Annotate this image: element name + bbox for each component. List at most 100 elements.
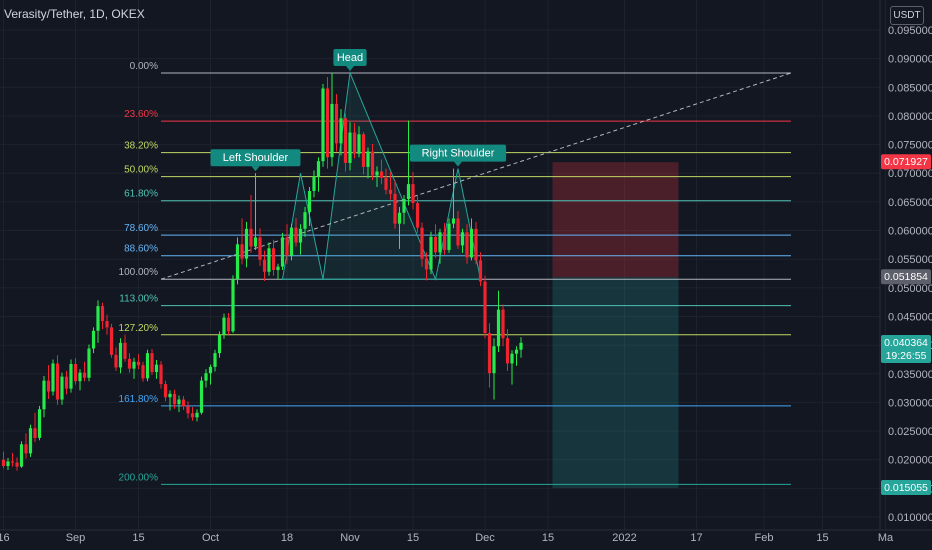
- price-tick-label: 0.020000: [888, 455, 932, 467]
- stop-zone: [552, 162, 679, 278]
- candle-body: [456, 218, 460, 246]
- candle-body: [303, 212, 307, 229]
- candle-body: [24, 444, 28, 454]
- candle-body: [28, 428, 33, 454]
- symbol-title[interactable]: Verasity/Tether, 1D, OKEX: [4, 7, 145, 21]
- fib-level-label: 61.80%: [124, 189, 158, 200]
- candle-body: [181, 399, 186, 407]
- price-tick-label: 0.025000: [888, 426, 932, 438]
- candle-body: [42, 380, 46, 410]
- candle-body: [190, 413, 195, 418]
- candle-body: [195, 412, 199, 418]
- target-zone: [552, 277, 679, 489]
- candle-body: [483, 281, 487, 334]
- fib-level-label: 38.20%: [124, 141, 158, 152]
- candle-body: [82, 372, 87, 378]
- candle-body: [438, 232, 442, 253]
- candle-body: [73, 364, 78, 382]
- time-tick-label: 18: [281, 532, 293, 544]
- price-tick-label: 0.070000: [888, 168, 932, 180]
- price-tick-label: 0.090000: [888, 54, 932, 66]
- time-tick-label: 17: [690, 532, 702, 544]
- candle-body: [397, 212, 402, 224]
- candle-body: [109, 327, 114, 355]
- pattern-label-box: [210, 149, 301, 167]
- candle-body: [460, 232, 465, 246]
- candle-body: [402, 199, 406, 213]
- fib-level-label: 200.00%: [119, 472, 159, 483]
- trend-line[interactable]: [160, 72, 792, 280]
- fib-level-label: 88.60%: [124, 244, 158, 255]
- time-tick-label: 2022: [612, 532, 636, 544]
- candle-body: [168, 393, 172, 398]
- currency-button[interactable]: USDT: [890, 6, 924, 25]
- candle-body: [150, 353, 154, 373]
- price-tick-label: 0.050000: [888, 283, 932, 295]
- candle-body: [258, 237, 262, 260]
- candle-body: [235, 244, 240, 280]
- price-tick-label: 0.060000: [888, 226, 932, 238]
- candle-body: [249, 228, 253, 247]
- price-label-text: 0.051854: [884, 271, 928, 283]
- candle-body: [262, 259, 267, 272]
- candle-body: [415, 203, 420, 228]
- price-tick-label: 0.065000: [888, 197, 932, 209]
- candle-body: [186, 406, 190, 414]
- candle-body: [321, 88, 325, 162]
- candle-body: [240, 244, 244, 259]
- candle-body: [487, 333, 492, 374]
- candle-body: [375, 171, 379, 176]
- candle-body: [420, 227, 424, 259]
- pattern-label-pointer: [454, 161, 462, 167]
- time-axis[interactable]: 16 Sep 15 Oct 18 Nov 15 Dec 15 2022 17 Feb 15 Ma: [0, 529, 932, 544]
- candle-body: [298, 228, 303, 243]
- candle-body: [442, 232, 447, 251]
- candle-body: [496, 309, 501, 347]
- trend-line-dashed: [160, 72, 792, 280]
- pattern-label-pointer: [346, 65, 354, 71]
- candle-body: [339, 118, 343, 144]
- candle-body: [348, 132, 352, 163]
- candle-body: [447, 223, 451, 251]
- candle-body: [280, 237, 285, 267]
- candle-body: [37, 409, 42, 438]
- price-label-text: 0.040364: [884, 337, 928, 349]
- candle-body: [1, 459, 6, 467]
- fib-level-label: 50.00%: [124, 165, 158, 176]
- time-tick-label: Oct: [202, 532, 219, 544]
- pattern-label-text: Right Shoulder: [422, 148, 495, 160]
- candle-body: [10, 461, 15, 463]
- candle-body: [465, 232, 469, 258]
- candle-body: [343, 118, 348, 163]
- pattern-label-text: Left Shoulder: [223, 152, 289, 164]
- candle-body: [231, 279, 235, 332]
- price-label-text: 0.071927: [884, 156, 928, 168]
- time-tick-label: Ma: [878, 532, 894, 544]
- candle-body: [519, 342, 523, 350]
- fib-level-label: 23.60%: [124, 109, 158, 120]
- candle-body: [276, 266, 280, 271]
- candle-body: [253, 237, 258, 247]
- fib-level-label: 161.80%: [119, 394, 159, 405]
- candle-body: [60, 376, 64, 400]
- candle-body: [474, 228, 478, 261]
- candle-body: [208, 366, 213, 374]
- fib-level-label: 78.60%: [124, 223, 158, 234]
- candle-body: [87, 348, 91, 378]
- pattern-label-pointer: [251, 166, 260, 172]
- fib-level-label: 127.20%: [119, 323, 159, 334]
- candle-body: [204, 373, 208, 381]
- candle-body: [91, 330, 96, 349]
- candle-body: [141, 365, 145, 379]
- candle-body: [96, 306, 100, 331]
- candle-body: [127, 358, 132, 369]
- candle-body: [132, 361, 136, 369]
- position-tool[interactable]: [552, 162, 679, 489]
- time-tick-label: Sep: [66, 532, 86, 544]
- candle-body: [64, 376, 69, 389]
- candle-body: [429, 236, 433, 270]
- candle-body: [217, 334, 222, 354]
- candle-body: [411, 184, 415, 204]
- candle-body: [15, 462, 19, 467]
